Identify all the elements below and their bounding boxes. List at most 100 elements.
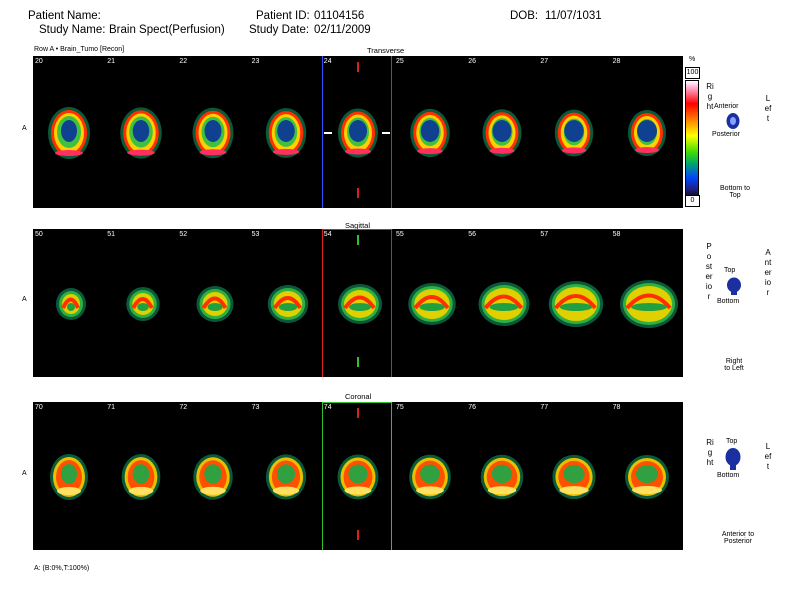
- brain-slice-image: [56, 288, 86, 320]
- brain-slice-image: [48, 107, 90, 159]
- slice-transverse-22[interactable]: 22: [177, 56, 249, 208]
- head-side-icon: [727, 277, 741, 295]
- orient-transverse-left: Left: [764, 94, 772, 123]
- brain-slice-image: [265, 108, 306, 158]
- slice-number: 57: [540, 231, 549, 238]
- brain-slice-image: [480, 454, 524, 500]
- section-title-transverse: Transverse: [367, 46, 405, 55]
- slice-marker-top: [356, 235, 359, 245]
- colorbar-unit: %: [689, 56, 696, 63]
- brain-slice-image: [337, 108, 378, 158]
- slice-transverse-25[interactable]: 25: [394, 56, 466, 208]
- footer-scale-label: A: (B:0%,T:100%): [34, 565, 90, 572]
- brain-slice-image: [337, 284, 382, 324]
- slice-number: 77: [540, 404, 549, 411]
- slice-coronal-78[interactable]: 78: [611, 402, 683, 550]
- slice-coronal-76[interactable]: 76: [466, 402, 538, 550]
- brain-slice-image: [624, 455, 669, 499]
- slice-sagittal-53[interactable]: 53: [250, 229, 322, 377]
- orient-sagittal-anterior: Anterior: [764, 248, 772, 297]
- orient-coronal-direction: Anterior to Posterior: [721, 531, 755, 545]
- slice-sagittal-58[interactable]: 58: [611, 229, 683, 377]
- slice-transverse-27[interactable]: 27: [538, 56, 610, 208]
- slice-number: 50: [35, 231, 43, 238]
- slice-coronal-71[interactable]: 71: [105, 402, 177, 550]
- slice-number: 71: [107, 404, 115, 411]
- orient-coronal-bottom: Bottom: [717, 472, 740, 479]
- orient-transverse-right: Right: [706, 82, 714, 111]
- slice-coronal-74[interactable]: 74: [322, 402, 394, 550]
- orient-transverse-direction: Bottom to Top: [720, 185, 750, 199]
- orient-sagittal-top: Top: [724, 267, 736, 274]
- sagittal-strip[interactable]: 50 51 52 53 54 55 56 57 58: [33, 229, 683, 377]
- slice-number: 52: [179, 231, 188, 238]
- slice-number: 75: [396, 404, 404, 411]
- slice-marker-bottom: [356, 357, 359, 367]
- slice-sagittal-55[interactable]: 55: [394, 229, 466, 377]
- slice-coronal-70[interactable]: 70: [33, 402, 105, 550]
- crosshair-left: [323, 132, 332, 134]
- slice-number: 26: [468, 58, 476, 65]
- section-title-coronal: Coronal: [345, 392, 372, 401]
- selected-slice-frame[interactable]: [322, 402, 393, 550]
- slice-number: 55: [396, 231, 404, 238]
- orient-coronal-top: Top: [726, 438, 738, 445]
- brain-slice-image: [549, 281, 604, 327]
- slice-marker-bottom: [356, 530, 359, 540]
- brain-slice-image: [408, 283, 456, 325]
- slice-transverse-20[interactable]: 20: [33, 56, 105, 208]
- coronal-strip[interactable]: 70 71 72 73 74 75 76 77 78: [33, 402, 683, 550]
- slice-number: 20: [35, 58, 43, 65]
- slice-sagittal-51[interactable]: 51: [105, 229, 177, 377]
- slice-number: 54: [323, 231, 332, 238]
- selected-slice-frame[interactable]: [322, 56, 393, 208]
- brain-slice-image: [627, 110, 666, 156]
- brain-slice-image: [126, 287, 160, 321]
- slice-sagittal-57[interactable]: 57: [538, 229, 610, 377]
- slice-transverse-24[interactable]: 24: [322, 56, 394, 208]
- slice-sagittal-56[interactable]: 56: [466, 229, 538, 377]
- slice-coronal-77[interactable]: 77: [538, 402, 610, 550]
- section-title-sagittal: Sagittal: [345, 221, 371, 230]
- slice-transverse-26[interactable]: 26: [466, 56, 538, 208]
- slice-coronal-72[interactable]: 72: [177, 402, 249, 550]
- brain-slice-image: [337, 454, 379, 500]
- slice-transverse-23[interactable]: 23: [250, 56, 322, 208]
- slice-number: 72: [179, 404, 188, 411]
- slice-number: 58: [612, 231, 621, 238]
- head-front-icon: [725, 448, 741, 470]
- brain-slice-image: [192, 107, 234, 159]
- orient-transverse-posterior: Posterior: [712, 131, 741, 138]
- orient-sagittal-bottom: Bottom: [717, 298, 740, 305]
- head-top-icon: [726, 113, 740, 129]
- patient-id-value: 01104156: [314, 10, 365, 22]
- slice-coronal-75[interactable]: 75: [394, 402, 466, 550]
- slice-number: 23: [251, 58, 260, 65]
- transverse-strip[interactable]: 20 21 22 23 24 25 26 27 28: [33, 56, 683, 208]
- orient-coronal-left: Left: [764, 442, 772, 471]
- slice-number: 78: [612, 404, 621, 411]
- slice-number: 25: [396, 58, 404, 65]
- brain-slice-image: [265, 454, 306, 500]
- slice-coronal-73[interactable]: 73: [250, 402, 322, 550]
- slice-marker-top: [356, 408, 359, 418]
- orient-transverse-anterior: Anterior: [714, 103, 739, 110]
- slice-sagittal-50[interactable]: 50: [33, 229, 105, 377]
- slice-number: 51: [107, 231, 115, 238]
- slice-sagittal-54[interactable]: 54: [322, 229, 394, 377]
- slice-sagittal-52[interactable]: 52: [177, 229, 249, 377]
- brain-slice-image: [478, 282, 530, 326]
- slice-number: 73: [251, 404, 260, 411]
- brain-slice-image: [552, 454, 597, 500]
- orient-sagittal-direction: Right to Left: [724, 358, 744, 372]
- row-label-coronal: A: [22, 470, 27, 477]
- slice-number: 28: [612, 58, 621, 65]
- slice-number: 56: [468, 231, 476, 238]
- slice-number: 24: [323, 58, 332, 65]
- patient-id-label: Patient ID:: [256, 10, 310, 22]
- slice-transverse-28[interactable]: 28: [611, 56, 683, 208]
- slice-number: 21: [107, 58, 115, 65]
- selected-slice-frame[interactable]: [322, 229, 393, 377]
- slice-transverse-21[interactable]: 21: [105, 56, 177, 208]
- study-date-value: 02/11/2009: [314, 24, 371, 36]
